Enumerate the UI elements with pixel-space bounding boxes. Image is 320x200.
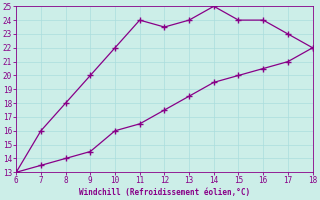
X-axis label: Windchill (Refroidissement éolien,°C): Windchill (Refroidissement éolien,°C) — [79, 188, 250, 197]
